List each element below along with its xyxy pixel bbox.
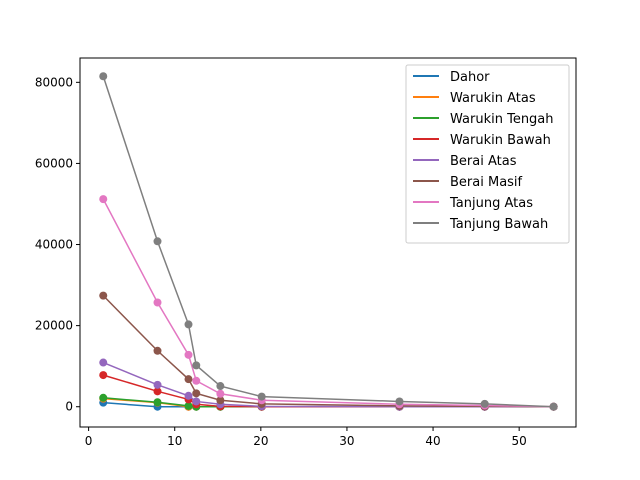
data-point <box>99 393 108 402</box>
legend-item: Warukin Tengah <box>413 112 554 127</box>
y-tick-label: 20000 <box>35 319 73 333</box>
x-tick-label: 40 <box>425 434 440 448</box>
data-point <box>216 396 225 405</box>
legend-item: Warukin Atas <box>413 91 536 106</box>
data-point <box>184 401 193 410</box>
y-tick-label: 60000 <box>35 156 73 170</box>
data-point <box>184 391 193 400</box>
y-tick-label: 80000 <box>35 75 73 89</box>
legend-label: Tanjung Atas <box>449 196 533 211</box>
series-5 <box>99 291 558 411</box>
legend: Dahor Warukin Atas Warukin Tengah Warukin B… <box>405 64 570 244</box>
data-point <box>153 387 162 396</box>
data-point <box>99 358 108 367</box>
data-point <box>99 72 108 81</box>
legend-label: Berai Atas <box>450 154 517 169</box>
data-point <box>549 402 558 411</box>
data-point <box>153 380 162 389</box>
data-point <box>153 346 162 355</box>
legend-item: Dahor <box>413 70 490 85</box>
data-point <box>184 320 193 329</box>
y-tick-label: 0 <box>65 400 73 414</box>
data-point <box>192 361 201 370</box>
legend-item: Tanjung Bawah <box>413 217 548 232</box>
data-point <box>184 350 193 359</box>
data-point <box>153 237 162 246</box>
data-point <box>184 375 193 384</box>
legend-item: Berai Masif <box>413 175 523 190</box>
legend-label: Dahor <box>450 70 490 85</box>
series-7 <box>99 72 558 411</box>
data-point <box>192 397 201 406</box>
axes-frame <box>79 57 577 428</box>
legend-item: Tanjung Atas <box>413 196 533 211</box>
data-point <box>192 389 201 398</box>
x-tick-label: 10 <box>167 434 182 448</box>
data-point <box>99 371 108 380</box>
data-point <box>395 397 404 406</box>
data-point <box>153 298 162 307</box>
legend-item: Berai Atas <box>413 154 517 169</box>
axes: 0 10 20 30 40 50 0 20000 40000 60000 80000 <box>35 57 577 448</box>
x-tick-label: 20 <box>253 434 268 448</box>
y-tick-label: 40000 <box>35 238 73 252</box>
legend-box <box>405 64 570 244</box>
data-point <box>257 392 266 401</box>
plot-area <box>99 72 558 411</box>
legend-label: Tanjung Bawah <box>449 217 548 232</box>
data-point <box>216 382 225 391</box>
legend-label: Warukin Tengah <box>450 112 554 127</box>
legend-label: Warukin Atas <box>450 91 536 106</box>
legend-label: Berai Masif <box>450 175 523 190</box>
data-point <box>99 291 108 300</box>
x-tick-label: 50 <box>512 434 527 448</box>
x-tick-label: 30 <box>339 434 354 448</box>
data-point <box>480 399 489 408</box>
legend-label: Warukin Bawah <box>450 133 551 148</box>
data-point <box>99 195 108 204</box>
data-point <box>153 398 162 407</box>
series-line <box>102 361 554 408</box>
x-tick-label: 0 <box>85 434 93 448</box>
legend-item: Warukin Bawah <box>413 133 551 148</box>
data-point <box>216 389 225 398</box>
data-point <box>192 376 201 385</box>
